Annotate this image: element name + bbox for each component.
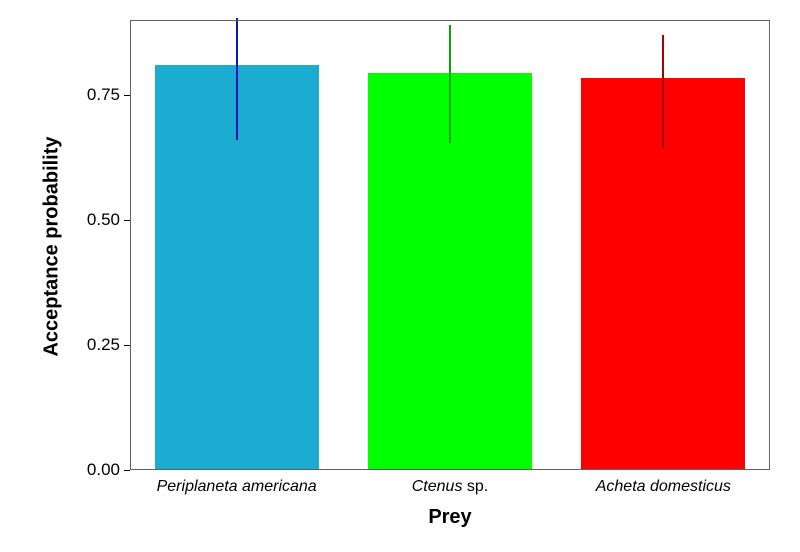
- y-axis-title: Acceptance probability: [41, 22, 64, 472]
- x-tick-label: Periplaneta americana: [157, 478, 317, 496]
- y-tick-label: 0.00: [80, 460, 120, 480]
- acceptance-probability-chart: Acceptance probability Prey 0.00 0.25 0.50…: [0, 0, 800, 552]
- y-tick-mark: [124, 470, 130, 471]
- y-tick-label: 0.50: [80, 210, 120, 230]
- y-tick-mark: [124, 345, 130, 346]
- y-tick-label: 0.75: [80, 85, 120, 105]
- y-tick-mark: [124, 220, 130, 221]
- x-axis-title: Prey: [130, 506, 770, 529]
- y-tick-label: 0.25: [80, 335, 120, 355]
- x-tick-label: Acheta domesticus: [596, 478, 731, 496]
- error-bar: [662, 35, 664, 148]
- error-bar: [236, 18, 238, 141]
- x-tick-label: Ctenus sp.: [412, 478, 489, 496]
- y-tick-mark: [124, 95, 130, 96]
- error-bar: [449, 25, 451, 143]
